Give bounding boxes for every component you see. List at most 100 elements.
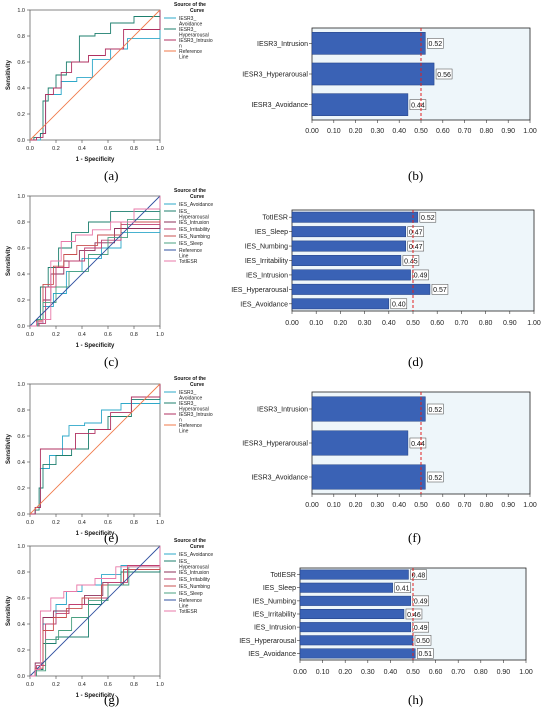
legend-label: IESR3_Intrusio	[179, 412, 213, 418]
data-label: 0.52	[421, 215, 435, 222]
legend-label-cont: Avoidance	[179, 396, 202, 402]
legend-title-line2: Curve	[190, 8, 204, 14]
x-tick-label: 0.40	[392, 128, 406, 135]
bar	[291, 240, 406, 252]
x-tick-label: 0.8	[130, 146, 138, 152]
roc-line	[30, 384, 161, 515]
x-tick-label: 0.50	[406, 669, 420, 676]
panel-label-b: (b)	[408, 168, 424, 183]
x-tick-label: 0.4	[78, 520, 86, 526]
legend-title-line2: Curve	[190, 382, 204, 388]
legend-label: IES_Sleep	[179, 591, 203, 597]
bar	[299, 582, 393, 593]
x-tick-label: 0.90	[501, 128, 515, 135]
legend: Source of theCurveIESR3_AvoidanceIESR3_H…	[164, 376, 213, 435]
category-label: IESR3_Avoidance	[251, 475, 308, 482]
legend-label: IESR3_	[179, 401, 196, 407]
data-label: 0.57	[433, 287, 447, 294]
x-tick-label: 0.50	[414, 128, 428, 135]
x-tick-label: 0.90	[497, 669, 511, 676]
legend-label: IES_Sleep	[179, 241, 203, 247]
x-tick-label: 1.00	[523, 502, 537, 509]
bar	[311, 464, 426, 490]
roc-line	[29, 195, 161, 327]
x-tick-label: 0.70	[451, 669, 465, 676]
legend-label-cont: Hyperarousal	[179, 407, 209, 413]
data-label-box	[407, 240, 424, 252]
legend-label-cont: Line	[179, 254, 189, 260]
x-tick-label: 0.4	[78, 146, 86, 152]
y-tick-label: 1.0	[17, 544, 25, 550]
data-label: 0.49	[414, 599, 428, 606]
data-label-box	[409, 437, 427, 449]
bar	[311, 93, 409, 116]
category-label: TotIESR	[270, 572, 296, 579]
x-tick-label: 1.00	[527, 320, 541, 327]
category-label: IES_Numbing	[245, 244, 288, 251]
y-tick-label: 0.2	[17, 486, 25, 492]
bar	[299, 609, 405, 619]
category-label: IESR3_Intrusion	[257, 41, 308, 48]
y-axis-label: Sensitivity	[6, 433, 12, 464]
category-label: IES_Numbing	[253, 598, 296, 605]
y-tick-label: 0.0	[17, 324, 25, 330]
legend-label: IES_	[179, 209, 190, 215]
x-tick-label: 0.2	[52, 520, 60, 526]
roc-line	[30, 196, 161, 327]
panel-label-a: (a)	[104, 168, 119, 183]
x-tick-label: 0.60	[429, 669, 443, 676]
y-tick-label: 0.8	[17, 34, 25, 40]
y-tick-label: 0.6	[17, 596, 25, 602]
legend-label-cont: n	[179, 418, 182, 424]
x-tick-label: 0.70	[455, 320, 469, 327]
y-tick-label: 0.2	[17, 648, 25, 654]
data-label-box	[405, 608, 423, 620]
x-tick-label: 0.6	[104, 682, 112, 688]
bar	[299, 569, 409, 580]
data-label-box	[390, 298, 408, 310]
legend-label-cont: Line	[179, 429, 189, 435]
legend-label: IESR3_Intrusio	[179, 38, 213, 44]
legend-label: Reference	[179, 49, 202, 55]
bar	[311, 430, 409, 456]
x-tick-label: 0.4	[78, 332, 86, 338]
category-label: IES_Sleep	[263, 585, 296, 592]
x-axis-label: 1 - Specificity	[76, 343, 115, 349]
category-label: IESR3_Intrusion	[257, 407, 308, 414]
data-label: 0.40	[392, 302, 406, 309]
x-tick-label: 0.20	[338, 669, 352, 676]
y-tick-label: 0.4	[17, 86, 25, 92]
data-label-box	[412, 621, 429, 633]
x-axis-label: 1 - Specificity	[76, 693, 115, 699]
roc-line	[29, 383, 161, 515]
data-label: 0.44	[411, 102, 425, 109]
y-tick-label: 0.0	[17, 138, 25, 144]
roc-chart-a: 0.0 0.2 0.4 0.6 0.8 1.0 0.0 0.2 0.4 0.6 0.8 1.0 1 - …	[6, 2, 213, 163]
legend-label-cont: Hyperarousal	[179, 33, 209, 39]
x-tick-label: 0.0	[26, 146, 34, 152]
legend-label: IES_Numbing	[179, 234, 210, 240]
x-tick-label: 0.00	[305, 128, 319, 135]
x-tick-label: 1.0	[156, 146, 164, 152]
category-label: IES_Intrusion	[246, 272, 288, 279]
data-label: 0.52	[429, 407, 443, 414]
y-tick-label: 0.6	[17, 434, 25, 440]
panel-label-c: (c)	[104, 354, 119, 369]
x-tick-label: 0.00	[293, 669, 307, 676]
x-tick-label: 0.20	[334, 320, 348, 327]
roc-line	[30, 384, 161, 515]
legend-title-line2: Curve	[190, 194, 204, 200]
bar-chart-b: IESR3_Intrusion 0.52 IESR3_Hyperarousal 0.5…	[242, 27, 537, 135]
x-tick-label: 1.0	[156, 332, 164, 338]
data-label-box	[427, 38, 444, 49]
x-tick-label: 0.70	[458, 128, 472, 135]
legend-label: TotIESR	[179, 609, 198, 615]
x-tick-label: 0.80	[474, 669, 488, 676]
category-label: IESR3_Avoidance	[251, 102, 308, 109]
legend: Source of theCurveIESR3_AvoidanceIESR3_H…	[164, 2, 213, 61]
legend-label: Reference	[179, 248, 202, 254]
legend-label: IESR3_	[179, 390, 196, 396]
y-tick-label: 0.8	[17, 570, 25, 576]
category-label: IES_Avoidance	[240, 301, 288, 308]
y-tick-label: 1.0	[17, 194, 25, 200]
